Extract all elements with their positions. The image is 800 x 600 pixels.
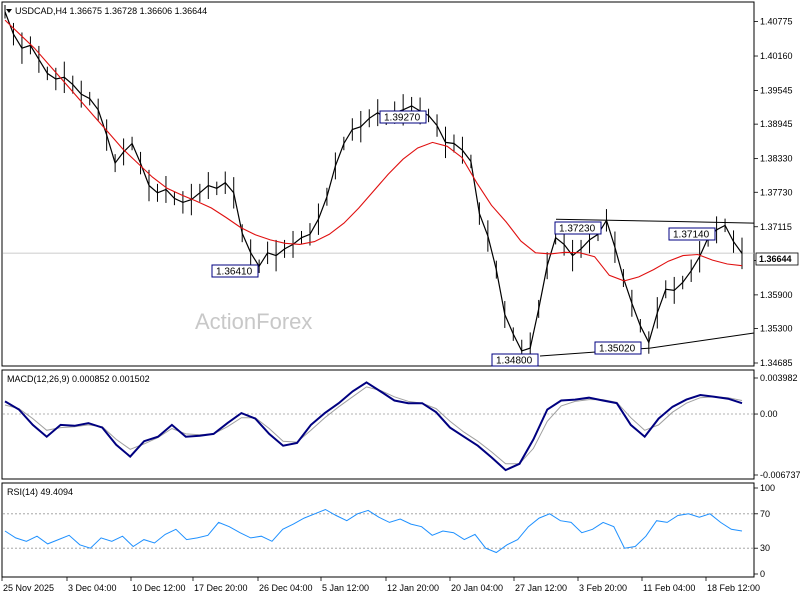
- rsi-y-tick-label: 100: [760, 483, 775, 493]
- price-line: [4, 11, 743, 352]
- rsi-y-ticks: 100 70 30 0: [754, 483, 775, 579]
- price-annotations: 1.39270 1.37230 1.37140 1.36410 1.34800 1.350…: [211, 110, 716, 367]
- macd-panel-frame: [1, 369, 755, 480]
- x-tick-label: 27 Jan 12:00: [515, 583, 567, 593]
- price-y-tick-label: 1.40160: [760, 51, 793, 61]
- lower-trendline: [539, 332, 755, 357]
- price-y-tick-label: 1.40775: [760, 17, 793, 27]
- price-y-tick-label: 1.34685: [760, 358, 793, 368]
- price-label-box: [594, 341, 642, 355]
- x-tick-label: 11 Feb 04:00: [643, 583, 695, 593]
- x-tick-label: 3 Dec 04:00: [68, 583, 117, 593]
- x-tick-label: 26 Dec 04:00: [259, 583, 313, 593]
- x-tick-label: 10 Dec 12:00: [132, 583, 186, 593]
- rsi-y-tick-label: 30: [760, 543, 770, 553]
- rsi-y-tick-label: 0: [760, 569, 765, 579]
- price-y-tick-label: 1.35900: [760, 290, 793, 300]
- x-tick-label: 25 Nov 2025: [3, 583, 54, 593]
- price-label: 1.37230: [559, 224, 596, 235]
- price-label-box: [379, 110, 427, 124]
- price-y-tick-label: 1.38330: [760, 154, 793, 164]
- macd-y-tick-label: 0.00: [760, 409, 778, 419]
- current-price-tag: [755, 252, 799, 266]
- price-y-tick-label: 1.37730: [760, 187, 793, 197]
- price-label: 1.36410: [216, 267, 253, 278]
- price-label: 1.37140: [673, 230, 710, 241]
- macd-y-ticks: 0.003982 0.00 -0.006737: [754, 373, 800, 480]
- price-label-box: [554, 221, 602, 235]
- price-header: USDCAD,H4 1.36675 1.36728 1.36606 1.3664…: [15, 6, 207, 16]
- x-ticks: 25 Nov 2025 3 Dec 04:00 10 Dec 12:00 17 Dec…: [1, 577, 760, 593]
- rsi-header: RSI(14) 49.4094: [7, 487, 73, 497]
- watermark: ActionForex: [195, 309, 312, 334]
- macd-header: MACD(12,26,9) 0.000852 0.001502: [7, 374, 150, 384]
- price-label: 1.39270: [384, 113, 421, 124]
- price-y-ticks: 1.40775 1.40160 1.39545 1.38945 1.38330 1.377…: [754, 17, 793, 368]
- price-label: 1.34800: [496, 356, 533, 367]
- macd-main-line: [4, 381, 743, 472]
- price-y-tick-label: 1.38945: [760, 119, 793, 129]
- price-label-box: [668, 227, 716, 241]
- price-y-tick-label: 1.39545: [760, 86, 793, 96]
- x-tick-label: 3 Feb 20:00: [579, 583, 627, 593]
- price-y-tick-label: 1.37115: [760, 222, 792, 232]
- price-label-box: [491, 353, 539, 367]
- rsi-panel-frame: [1, 482, 755, 578]
- price-label-box: [211, 264, 259, 278]
- rsi-series: [3, 508, 754, 554]
- x-tick-label: 12 Jan 20:00: [387, 583, 439, 593]
- x-tick-label: 18 Feb 12:00: [707, 583, 760, 593]
- price-label: 1.35020: [599, 344, 636, 355]
- rsi-line: [4, 508, 743, 554]
- x-tick-label: 17 Dec 20:00: [194, 583, 248, 593]
- upper-trendline: [555, 218, 755, 224]
- macd-series: [3, 381, 754, 472]
- macd-y-tick-label: -0.006737: [760, 470, 800, 480]
- price-panel-frame: [1, 1, 755, 367]
- macd-y-tick-label: 0.003982: [760, 373, 798, 383]
- price-y-tick-label: 1.35300: [760, 324, 793, 334]
- symbol-dropdown-icon[interactable]: [6, 9, 12, 13]
- macd-signal-line: [4, 386, 743, 465]
- x-tick-label: 5 Jan 12:00: [322, 583, 369, 593]
- rsi-y-tick-label: 70: [760, 509, 770, 519]
- current-price-value: 1.36644: [759, 254, 792, 264]
- x-tick-label: 20 Jan 04:00: [451, 583, 503, 593]
- moving-average-line: [4, 19, 743, 282]
- price-series: [4, 5, 755, 364]
